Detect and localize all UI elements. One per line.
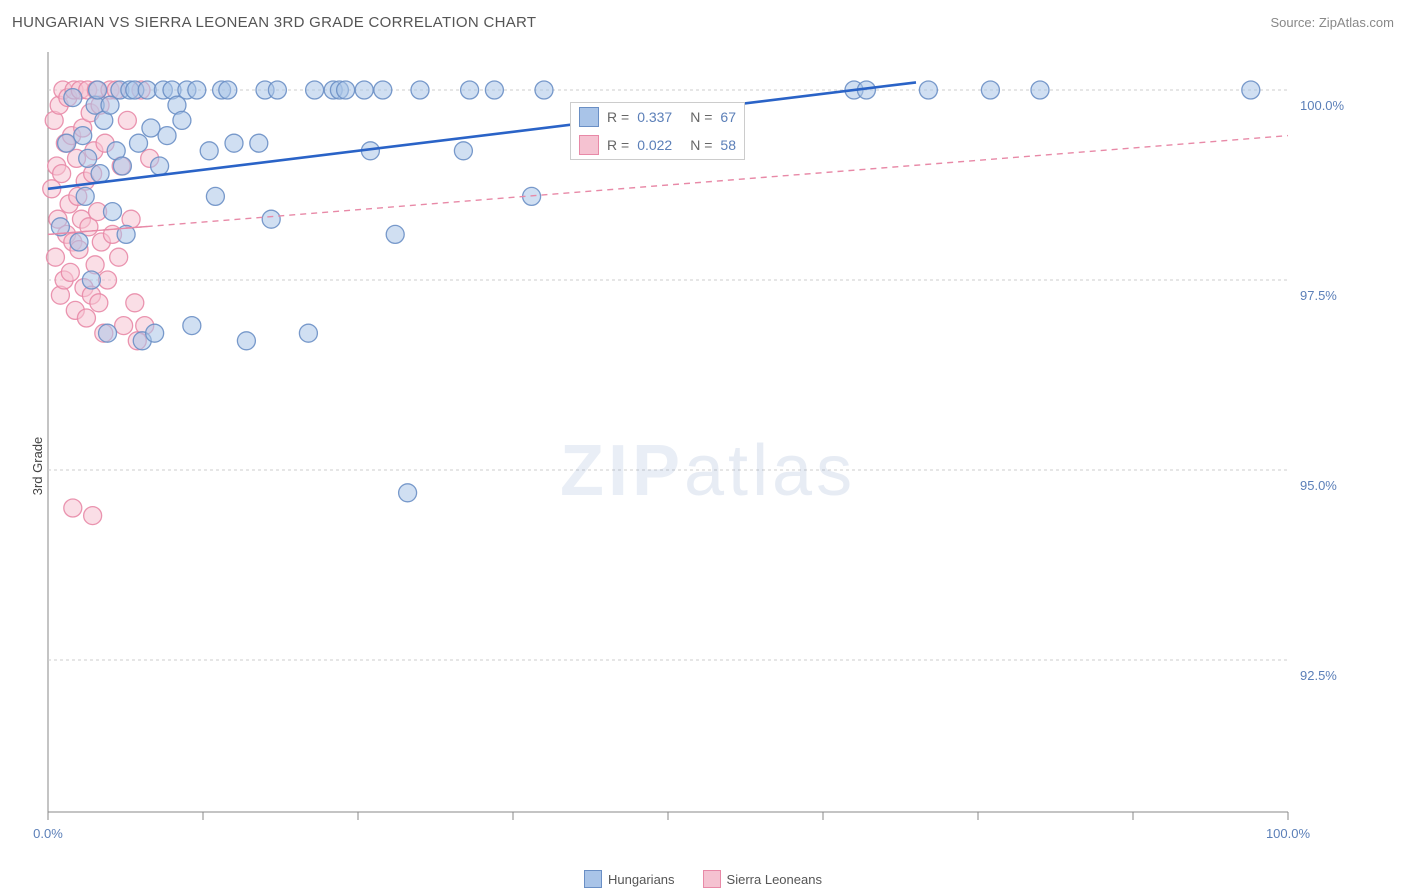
legend-label: Sierra Leoneans xyxy=(727,872,822,887)
chart-title: HUNGARIAN VS SIERRA LEONEAN 3RD GRADE CO… xyxy=(12,14,536,31)
y-axis-label: 3rd Grade xyxy=(30,437,45,496)
chart-container: 3rd Grade 92.5% 95.0% 97.5% 100.0% 0.0% 100.0… xyxy=(0,40,1406,892)
svg-text:0.0%: 0.0% xyxy=(33,826,63,841)
legend-footer: Hungarians Sierra Leoneans xyxy=(0,870,1406,888)
stats-row: R =0.337N =67 xyxy=(571,103,744,131)
legend-label: Hungarians xyxy=(608,872,675,887)
scatter-plot: 92.5% 95.0% 97.5% 100.0% 0.0% 100.0% xyxy=(0,40,1406,856)
svg-text:100.0%: 100.0% xyxy=(1300,98,1345,113)
source-attribution: Source: ZipAtlas.com xyxy=(1270,15,1394,30)
stats-row: R =0.022N =58 xyxy=(571,131,744,159)
legend-swatch xyxy=(584,870,602,888)
chart-header: HUNGARIAN VS SIERRA LEONEAN 3RD GRADE CO… xyxy=(0,0,1406,40)
svg-text:97.5%: 97.5% xyxy=(1300,288,1337,303)
legend-item-hungarians: Hungarians xyxy=(584,870,675,888)
legend-swatch xyxy=(703,870,721,888)
svg-text:95.0%: 95.0% xyxy=(1300,478,1337,493)
legend-item-sierra-leoneans: Sierra Leoneans xyxy=(703,870,822,888)
svg-text:100.0%: 100.0% xyxy=(1266,826,1311,841)
stats-legend-box: R =0.337N =67R =0.022N =58 xyxy=(570,102,745,160)
svg-text:92.5%: 92.5% xyxy=(1300,668,1337,683)
